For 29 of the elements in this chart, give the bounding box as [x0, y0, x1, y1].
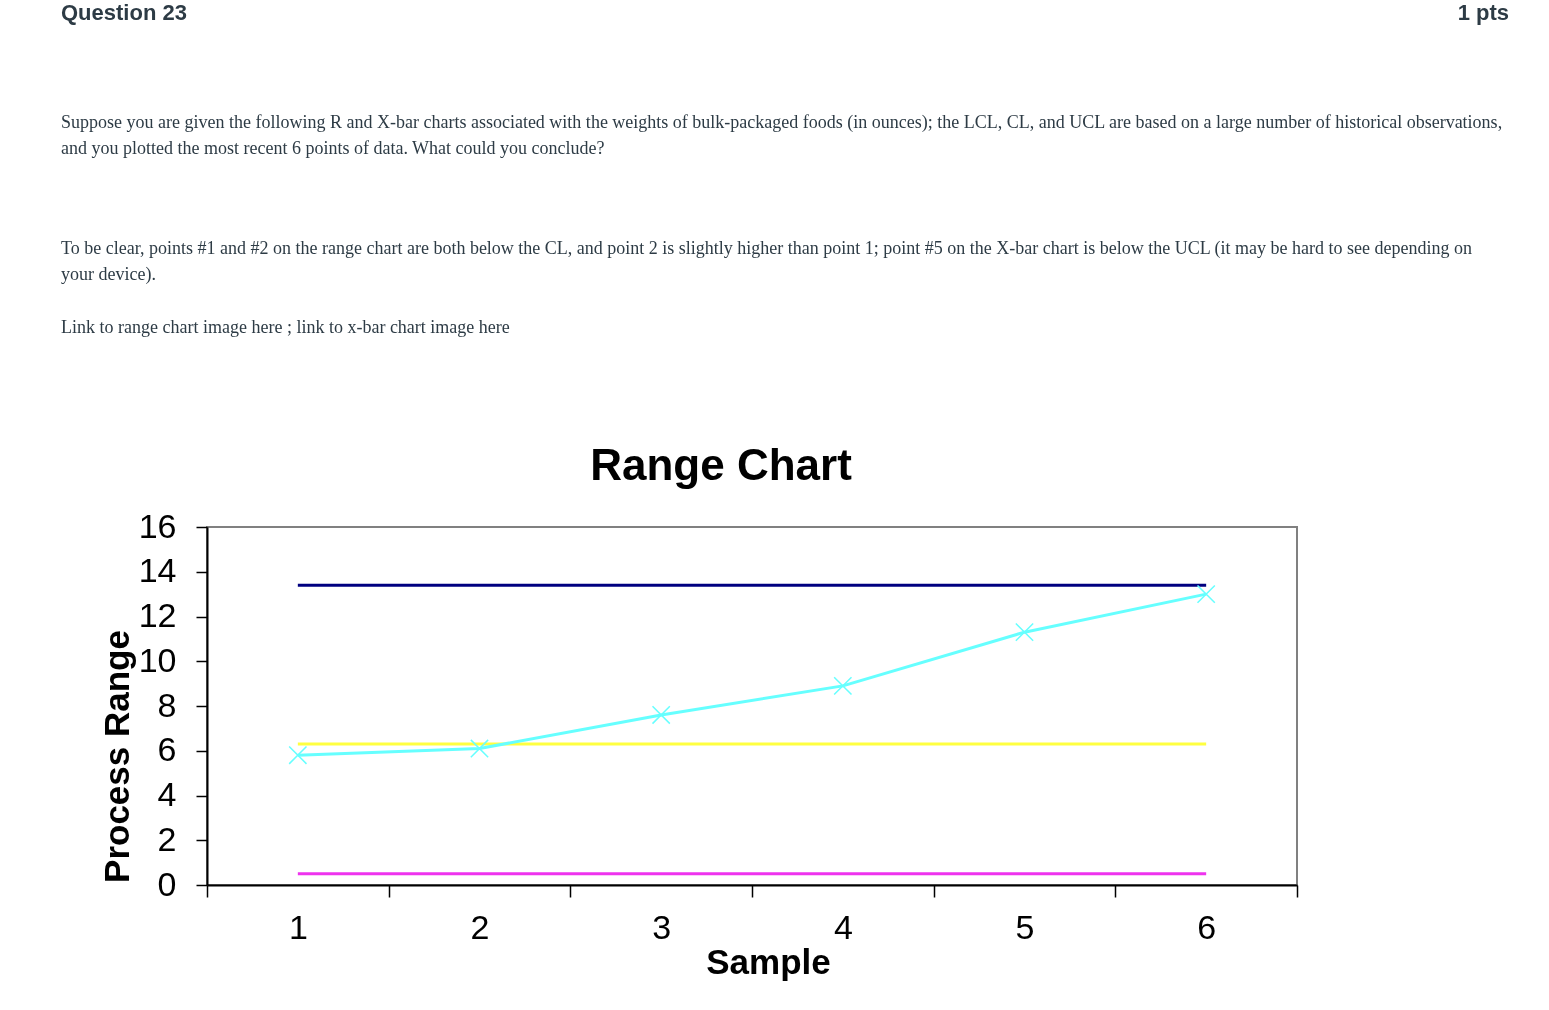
point: [1015, 622, 1034, 642]
y-tick-label: 8: [157, 685, 177, 724]
point: [288, 745, 308, 765]
point: [1196, 584, 1216, 604]
y-tick-label: 14: [138, 551, 177, 590]
y-tick-label: 2: [157, 819, 177, 858]
point: [470, 739, 489, 758]
y-tick-label: 6: [157, 730, 177, 769]
x-tick-label: 6: [1197, 907, 1217, 946]
point: [833, 676, 853, 696]
y-tick-label: 12: [138, 596, 177, 634]
chart-title: Range Chart: [590, 440, 853, 489]
x-tick-label: 3: [652, 907, 672, 946]
x-tick-label: 1: [288, 907, 308, 946]
y-axis-title: Process Range: [96, 630, 136, 883]
y-tick-label: 0: [157, 864, 177, 903]
text: To be clear, points #1 and #2 on the range chart are both below the CL, and point 2 is slightly higher than point 1; point #5 on the X-bar chart is below the UCL (it may be hard to see depending on your device).: [61, 238, 1473, 285]
text: Link to range chart image here ; link to x-bar chart image here: [61, 317, 510, 337]
text: 1 pts: [1457, 0, 1509, 25]
x-tick-label: 2: [470, 907, 490, 946]
x-tick-label: 5: [1015, 907, 1035, 946]
text: Suppose you are given the following R and X-bar charts associated with the weights of bulk-packaged foods (in ounces); the LCL, CL, and UCL are based on a large number of historical observations, and you plotted the most recent 6 points of data. What could you conclude?: [61, 112, 1503, 158]
y-tick-label: 4: [157, 775, 177, 813]
y-tick-label: 16: [138, 506, 177, 545]
y-tick-label: 10: [138, 640, 177, 679]
x-axis-title: Sample: [706, 941, 831, 981]
point: [651, 705, 671, 725]
text: Question 23: [61, 0, 187, 25]
x-tick-label: 4: [833, 907, 853, 946]
